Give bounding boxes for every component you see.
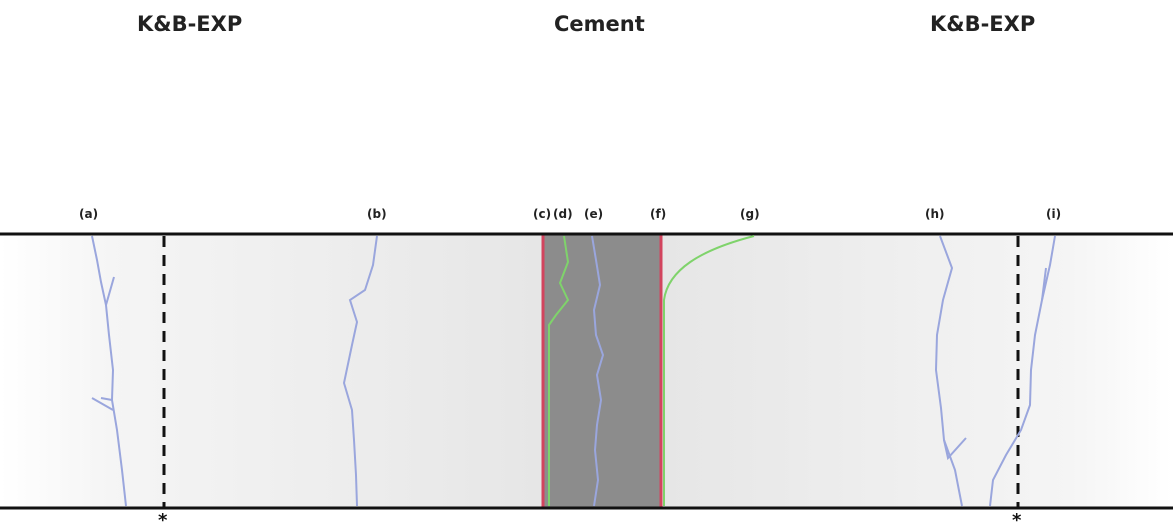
label-c: (c) bbox=[533, 207, 552, 221]
cement-layer bbox=[543, 234, 661, 508]
header-center-cement: Cement bbox=[554, 12, 645, 36]
label-f: (f) bbox=[650, 207, 667, 221]
label-d: (d) bbox=[553, 207, 573, 221]
crack-b bbox=[342, 235, 378, 507]
crack-h bbox=[934, 235, 967, 507]
label-g: (g) bbox=[740, 207, 760, 221]
header-right-k-b-exp: K&B-EXP bbox=[930, 12, 1036, 36]
label-e: (e) bbox=[584, 207, 604, 221]
header-left-k-b-exp: K&B-EXP bbox=[137, 12, 243, 36]
crack-e bbox=[591, 235, 605, 507]
crack-a bbox=[91, 235, 127, 507]
left-k-b-exp-block bbox=[0, 234, 543, 508]
left-star-marker: * bbox=[158, 510, 168, 531]
right-star-marker: * bbox=[1012, 510, 1022, 531]
label-h: (h) bbox=[925, 207, 945, 221]
interface-curve-d bbox=[548, 235, 570, 506]
label-i: (i) bbox=[1046, 207, 1062, 221]
crack-i bbox=[989, 235, 1056, 507]
interface-curve-g bbox=[663, 235, 755, 506]
label-b: (b) bbox=[367, 207, 387, 221]
right-k-b-exp-block bbox=[661, 234, 1173, 508]
label-a: (a) bbox=[79, 207, 99, 221]
